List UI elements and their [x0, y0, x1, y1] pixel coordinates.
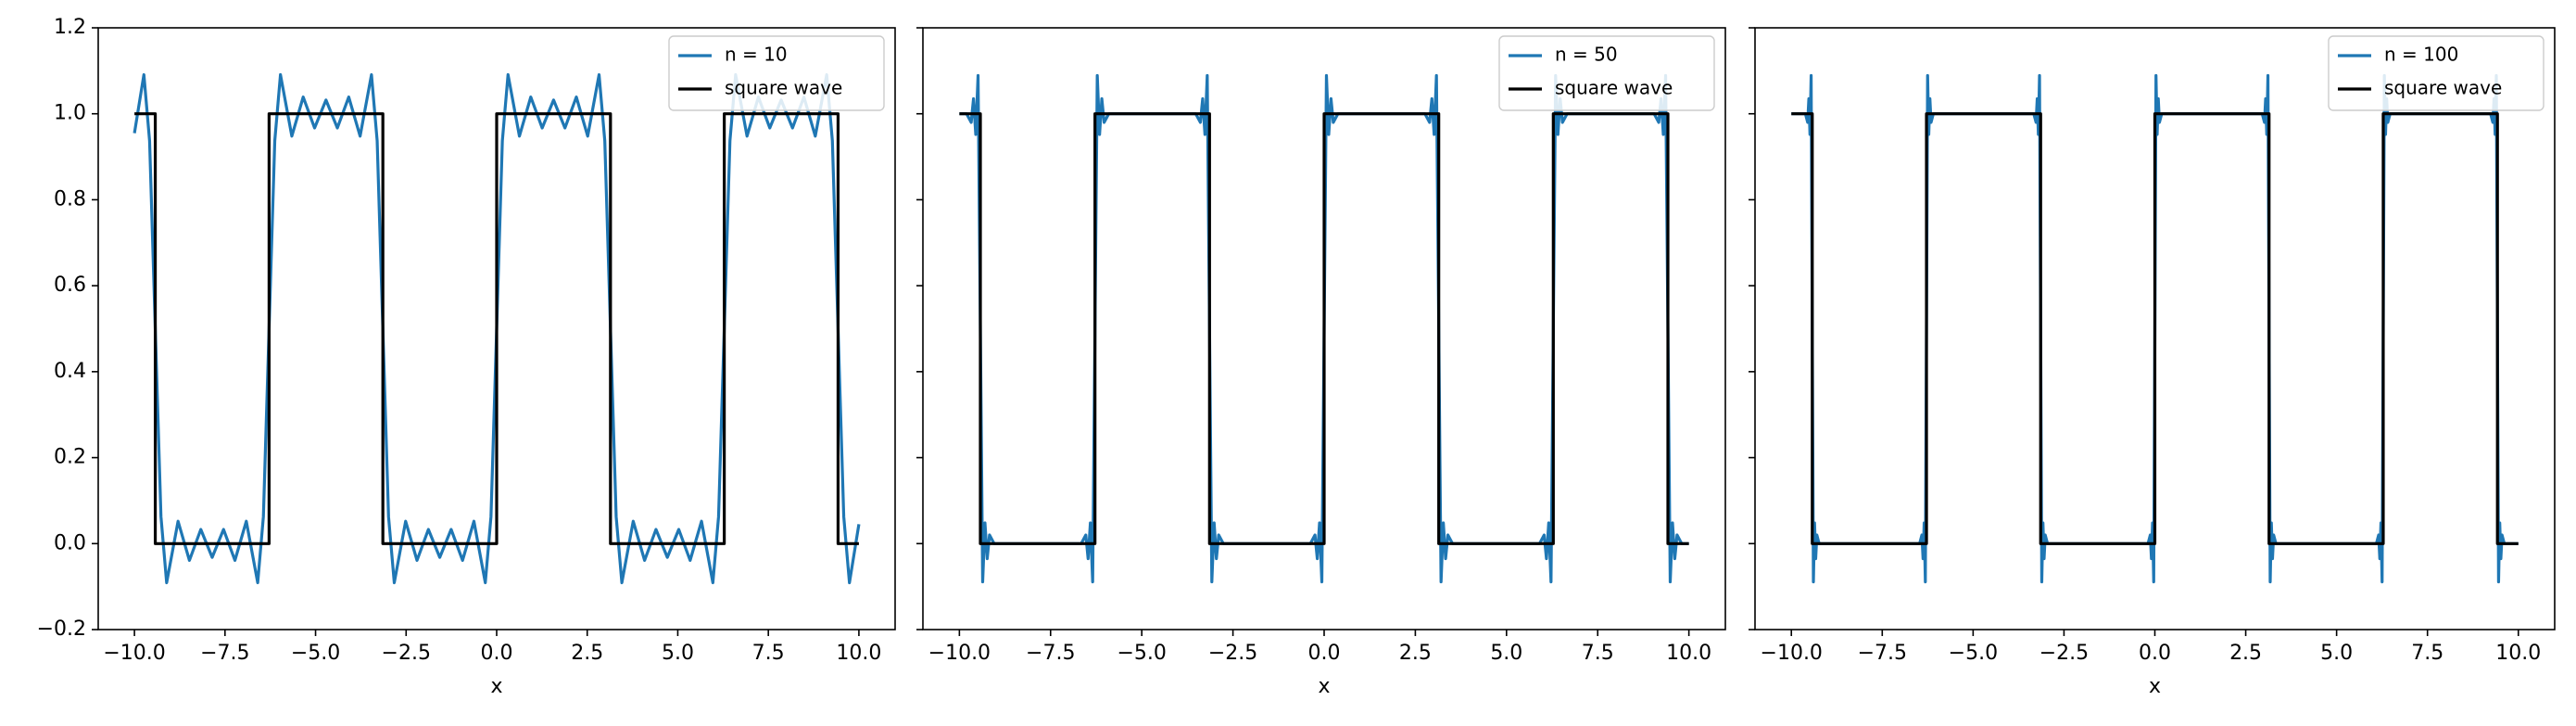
- x-tick-label: 0.0: [481, 642, 513, 665]
- series-line: [134, 112, 859, 545]
- y-tick-label: 0.4: [54, 360, 86, 383]
- y-tick-label: 1.2: [54, 16, 86, 39]
- x-tick-label: 7.5: [752, 642, 785, 665]
- y-tick-label: 0.2: [54, 446, 86, 469]
- x-tick-label: −5.0: [1949, 642, 1998, 665]
- x-tick-label: 2.5: [571, 642, 603, 665]
- y-tick-label: 0.6: [54, 274, 86, 297]
- series-line: [1791, 112, 2519, 545]
- legend-label: square wave: [2384, 77, 2502, 99]
- x-tick-label: −7.5: [200, 642, 249, 665]
- y-tick-label: 1.0: [54, 102, 86, 125]
- x-axis-label: x: [490, 675, 502, 698]
- x-tick-label: −10.0: [928, 642, 991, 665]
- legend-box: [668, 35, 885, 111]
- x-tick-label: 0.0: [2139, 642, 2171, 665]
- x-tick-label: −2.5: [2039, 642, 2089, 665]
- x-tick-label: −10.0: [1761, 642, 1823, 665]
- legend-box: [2328, 35, 2544, 111]
- x-tick-label: 0.0: [1308, 642, 1341, 665]
- legend-label: n = 100: [2384, 44, 2458, 66]
- x-axis-label: x: [2149, 675, 2161, 698]
- x-tick-label: 7.5: [2411, 642, 2443, 665]
- x-tick-label: 10.0: [836, 642, 881, 665]
- x-tick-label: −5.0: [1117, 642, 1166, 665]
- series-line: [959, 112, 1689, 545]
- x-tick-label: 5.0: [1490, 642, 1522, 665]
- legend-box: [1498, 35, 1715, 111]
- x-tick-label: −2.5: [382, 642, 431, 665]
- x-tick-label: 5.0: [2320, 642, 2353, 665]
- x-tick-label: 2.5: [2229, 642, 2262, 665]
- x-tick-label: −10.0: [103, 642, 165, 665]
- legend-label: n = 10: [725, 44, 788, 66]
- x-tick-label: −7.5: [1026, 642, 1075, 665]
- x-tick-label: 10.0: [2495, 642, 2541, 665]
- x-tick-label: 10.0: [1666, 642, 1711, 665]
- x-tick-label: −7.5: [1858, 642, 1907, 665]
- legend-label: square wave: [725, 77, 842, 99]
- y-tick-label: 0.0: [54, 531, 86, 554]
- x-tick-label: −2.5: [1208, 642, 1257, 665]
- y-tick-label: −0.2: [37, 618, 86, 641]
- x-tick-label: 5.0: [662, 642, 694, 665]
- legend-label: n = 50: [1555, 44, 1618, 66]
- x-tick-label: 7.5: [1582, 642, 1614, 665]
- x-axis-label: x: [1318, 675, 1330, 698]
- x-tick-label: 2.5: [1399, 642, 1432, 665]
- legend-label: square wave: [1555, 77, 1673, 99]
- y-tick-label: 0.8: [54, 187, 86, 210]
- x-tick-label: −5.0: [291, 642, 340, 665]
